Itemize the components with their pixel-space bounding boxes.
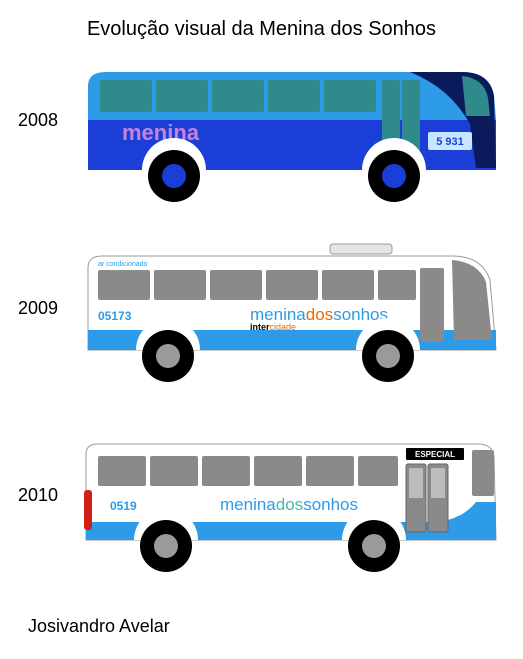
year-2008: 2008 [18, 110, 58, 131]
bus3-windshield [472, 450, 494, 496]
bus3-sign: ESPECIAL [415, 450, 455, 459]
bus2-window-2 [154, 270, 206, 300]
bus2-brand-2: dos [306, 305, 333, 324]
bus2-sub-1: inter [250, 322, 270, 332]
credit: Josivandro Avelar [28, 616, 170, 637]
bus3-window-1 [98, 456, 146, 486]
bus2-wheel-1-inner [156, 344, 180, 368]
page-title: Evolução visual da Menina dos Sonhos [0, 0, 523, 41]
bus1-wheel-2-inner [382, 164, 406, 188]
bus2-window-6 [378, 270, 416, 300]
bus1-window-5 [324, 80, 376, 112]
bus2-sub-2: cidade [270, 322, 297, 332]
bus1-window-2 [156, 80, 208, 112]
bus2-door [420, 268, 444, 342]
bus-2010: ESPECIAL 0519 meninadossonhos entrada [80, 430, 500, 580]
bus3-entrada: entrada [456, 515, 480, 522]
bus-2009: ar condicionado 05173 meninadossonhos in… [80, 240, 500, 390]
bus3-rear-light [84, 490, 92, 530]
year-2009: 2009 [18, 298, 58, 319]
bus2-wheel-2-inner [376, 344, 400, 368]
bus2-ac-unit [330, 244, 392, 254]
svg-text:meninadossonhos: meninadossonhos [220, 495, 358, 514]
svg-text:intercidade: intercidade [250, 322, 296, 332]
bus2-fleet: 05173 [98, 309, 132, 323]
bus3-window-2 [150, 456, 198, 486]
bus3-window-3 [202, 456, 250, 486]
bus-2008: 5 931 menina dos sonhos [80, 58, 500, 208]
bus1-window-3 [212, 80, 264, 112]
bus2-window-3 [210, 270, 262, 300]
bus2-window-4 [266, 270, 318, 300]
bus2-ac-text: ar condicionado [98, 261, 148, 268]
bus3-wheel-2-inner [362, 534, 386, 558]
bus3-door-r-glass [431, 468, 445, 498]
bus1-fleet: 5 931 [436, 136, 464, 148]
bus3-brand-2: dos [276, 495, 303, 514]
bus3-brand-3: sonhos [303, 495, 358, 514]
bus1-window-1 [100, 80, 152, 112]
bus1-wheel-1-inner [162, 164, 186, 188]
bus3-window-4 [254, 456, 302, 486]
bus3-door-l-glass [409, 468, 423, 498]
year-2010: 2010 [18, 485, 58, 506]
bus3-window-6 [358, 456, 398, 486]
bus1-window-4 [268, 80, 320, 112]
bus3-fleet: 0519 [110, 499, 137, 513]
bus3-wheel-1-inner [154, 534, 178, 558]
bus3-brand-1: menina [220, 495, 276, 514]
bus2-window-1 [98, 270, 150, 300]
bus2-window-5 [322, 270, 374, 300]
bus3-window-5 [306, 456, 354, 486]
